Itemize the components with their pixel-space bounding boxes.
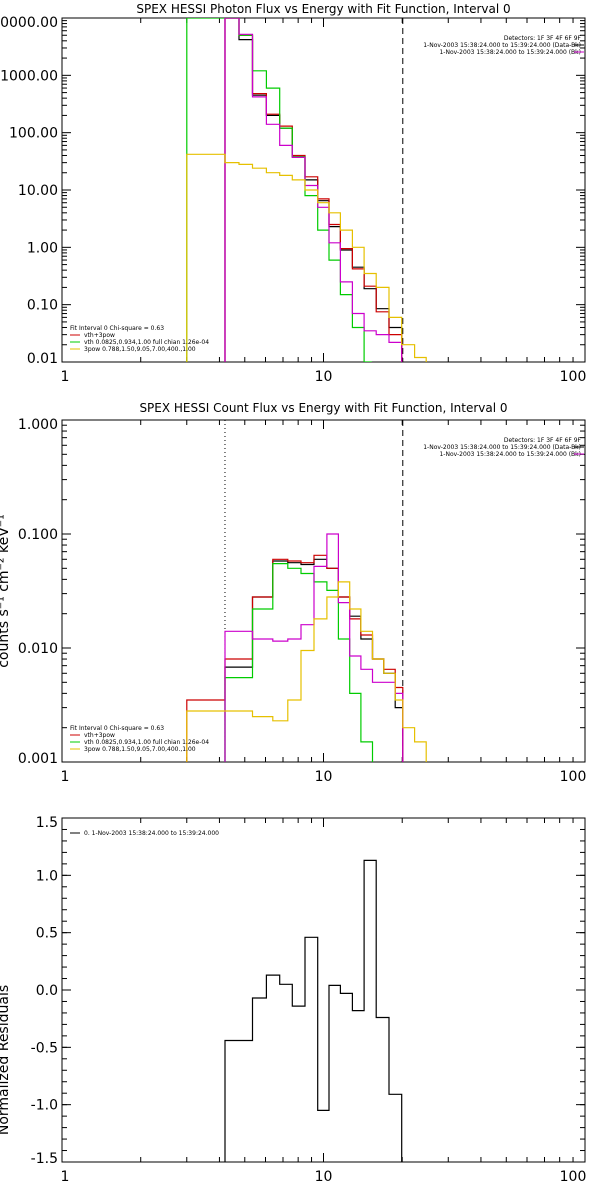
corner-annotation: Detectors: 1F 3F 4F 6F 9F xyxy=(504,35,582,42)
series-line xyxy=(224,533,404,762)
y-tick-label: -1.5 xyxy=(31,1151,58,1167)
y-tick-label: 0.0 xyxy=(36,983,58,999)
legend-entry: Fit Interval 0 Chi-square = 0.63 xyxy=(70,725,164,732)
y-axis-label: counts s⁻¹ cm⁻² keV⁻¹ xyxy=(0,514,12,668)
x-tick-label: 100 xyxy=(560,1169,587,1185)
y-tick-label: 100.00 xyxy=(9,126,58,142)
y-tick-label: 0.100 xyxy=(18,527,58,543)
plot-area xyxy=(186,18,427,362)
y-tick-label: 10.00 xyxy=(18,183,58,199)
y-tick-label: 1.000 xyxy=(18,417,58,433)
x-tick-label: 1 xyxy=(61,769,70,785)
x-tick-label: 1 xyxy=(61,369,70,385)
x-tick-label: 10 xyxy=(315,369,333,385)
plot-frame xyxy=(61,419,586,763)
x-tick-label: 10 xyxy=(315,769,333,785)
legend: 0. 1-Nov-2003 15:38:24.000 to 15:39:24.0… xyxy=(70,830,219,837)
legend-entry: Fit Interval 0 Chi-square = 0.63 xyxy=(70,325,164,332)
x-axis: 1 10 100 xyxy=(61,420,587,785)
plot-area xyxy=(186,420,427,762)
y-tick-label: 1000.00 xyxy=(0,68,58,84)
x-tick-label: 10 xyxy=(315,1169,333,1185)
legend-entry: vth+3pow xyxy=(84,332,115,339)
legend-entry: 3pow 0.788,1.50,9.05,7.00,400.,1.00 xyxy=(84,346,196,353)
panel-3: 1 10 100 1.5 1.0 0.5 0.0 -0.5 -1.0 -1.5 Normalized… xyxy=(0,815,586,1185)
x-tick-label: 1 xyxy=(61,1169,70,1185)
y-axis: 1.5 1.0 0.5 0.0 -0.5 -1.0 -1.5 xyxy=(31,815,585,1167)
corner-annotation: 1-Nov-2003 15:38:24.000 to 15:39:24.000 … xyxy=(423,444,581,451)
y-tick-label: 1.0 xyxy=(36,868,58,884)
y-tick-label: 0.10 xyxy=(27,298,58,314)
series-line xyxy=(186,153,427,362)
legend-entry: 0. 1-Nov-2003 15:38:24.000 to 15:39:24.0… xyxy=(84,830,219,837)
legend: Fit Interval 0 Chi-square = 0.63vth+3pow… xyxy=(70,725,209,753)
x-axis: 1 10 100 xyxy=(61,818,587,1185)
series-line xyxy=(186,581,427,762)
series-line xyxy=(186,18,372,362)
series-line xyxy=(224,563,374,762)
y-axis: 1.000 0.100 0.010 0.001 xyxy=(18,417,585,767)
y-tick-label: 0.010 xyxy=(18,641,58,657)
legend-entry: 3pow 0.788,1.50,9.05,7.00,400.,1.00 xyxy=(84,746,196,753)
chart-title: SPEX HESSI Count Flux vs Energy with Fit… xyxy=(139,401,507,415)
y-tick-label: 0.001 xyxy=(18,751,58,767)
corner-annotation: 1-Nov-2003 15:38:24.000 to 15:39:24.000 … xyxy=(439,451,581,458)
legend-entry: vth+3pow xyxy=(84,732,115,739)
panel-2: SPEX HESSI Count Flux vs Energy with Fit… xyxy=(0,401,587,785)
corner-annotation: 1-Nov-2003 15:38:24.000 to 15:39:24.000 … xyxy=(439,49,581,56)
y-tick-label: 0.5 xyxy=(36,926,58,942)
plot-area xyxy=(224,859,403,1162)
y-tick-label: -1.0 xyxy=(31,1098,58,1114)
x-tick-label: 100 xyxy=(560,369,587,385)
series-line xyxy=(186,554,404,762)
panel-1: SPEX HESSI Photon Flux vs Energy with Fi… xyxy=(0,2,587,385)
legend-entry: vth 0.0825,0.934,1.00 full chian 1.26e-0… xyxy=(84,739,209,746)
y-tick-label: 1.00 xyxy=(27,240,58,256)
chart-title: SPEX HESSI Photon Flux vs Energy with Fi… xyxy=(136,2,510,16)
y-tick-label: 0.01 xyxy=(27,351,58,367)
legend: Fit Interval 0 Chi-square = 0.63vth+3pow… xyxy=(70,325,209,353)
legend-entry: vth 0.0825,0.934,1.00 full chian 1.26e-0… xyxy=(84,339,209,346)
corner-annotation: 1-Nov-2003 15:38:24.000 to 15:39:24.000 … xyxy=(423,42,581,49)
y-axis-label: Normalized Residuals xyxy=(0,985,12,1135)
y-tick-label: 1.5 xyxy=(36,815,58,831)
x-tick-label: 100 xyxy=(560,769,587,785)
series-line xyxy=(224,859,403,1162)
y-tick-label: -0.5 xyxy=(31,1040,58,1056)
plot-frame xyxy=(61,17,586,363)
corner-annotation: Detectors: 1F 3F 4F 6F 9F xyxy=(504,437,582,444)
